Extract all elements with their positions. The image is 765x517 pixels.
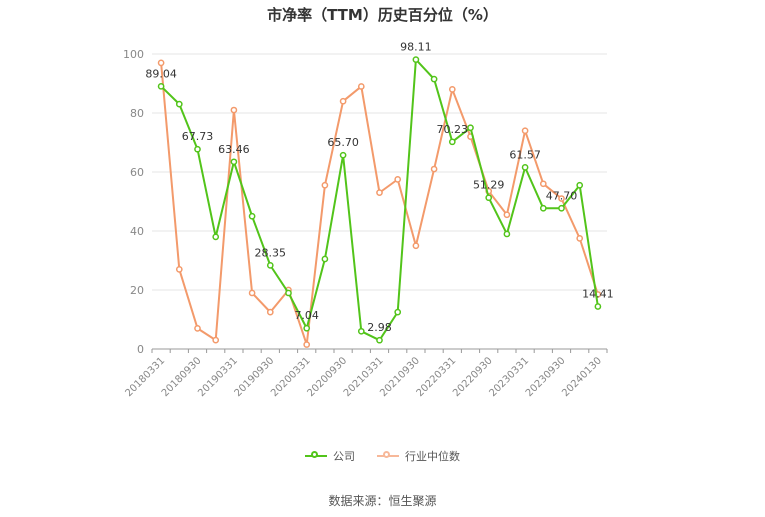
data-point-company (194, 145, 201, 153)
data-point-company (558, 204, 565, 212)
data-point-industry-median (503, 211, 511, 219)
data-point-industry-median (394, 176, 402, 183)
legend-swatch-company (305, 450, 327, 462)
y-tick-label: 100 (123, 48, 144, 61)
data-point-industry-median (230, 106, 238, 114)
y-tick-label: 40 (130, 225, 144, 238)
data-point-company (248, 212, 256, 220)
data-point-industry-median (194, 325, 201, 332)
data-point-company (448, 138, 456, 146)
data-point-company (412, 56, 420, 63)
data-point-company (539, 204, 547, 212)
data-label: 7.04 (294, 309, 319, 322)
data-label: 28.35 (255, 246, 287, 259)
y-tick-label: 20 (130, 284, 144, 297)
data-point-company (230, 158, 238, 166)
data-point-company (594, 303, 602, 310)
data-point-company (357, 327, 365, 335)
legend-item-industry-median[interactable]: 行业中位数 (377, 448, 460, 464)
data-point-industry-median (357, 83, 365, 90)
data-label: 14.41 (582, 287, 614, 300)
data-point-company (376, 336, 383, 344)
data-label: 65.70 (327, 136, 359, 149)
data-label: 51.29 (473, 179, 505, 192)
data-label: 89.04 (145, 67, 177, 80)
data-point-industry-median (558, 195, 565, 202)
data-point-company (394, 308, 402, 316)
data-point-industry-median (321, 181, 329, 189)
data-label: 2.98 (367, 321, 392, 334)
data-point-industry-median (521, 127, 529, 135)
data-point-company (430, 75, 438, 83)
data-point-industry-median (430, 165, 438, 173)
data-label: 67.73 (182, 130, 214, 143)
data-point-company (521, 164, 529, 171)
data-point-company (503, 230, 511, 238)
y-tick-label: 60 (130, 166, 144, 179)
legend-swatch-industry-median (377, 450, 399, 462)
data-point-industry-median (448, 86, 456, 93)
data-point-company (175, 100, 183, 108)
legend-item-company[interactable]: 公司 (305, 448, 355, 464)
series-line-industry-median (160, 62, 599, 346)
y-tick-label: 0 (137, 343, 144, 356)
data-point-company (303, 324, 311, 332)
x-tick-label: 20240130 (560, 355, 604, 399)
y-tick-label: 80 (130, 107, 144, 120)
data-label: 70.23 (437, 123, 469, 136)
data-point-industry-median (539, 180, 547, 188)
data-point-industry-median (412, 242, 420, 250)
data-point-industry-median (303, 341, 311, 348)
data-point-industry-median (175, 266, 183, 273)
data-label: 61.57 (509, 148, 541, 161)
legend: 公司 行业中位数 (0, 448, 765, 464)
data-label: 98.11 (400, 41, 432, 54)
data-point-company (285, 289, 292, 297)
data-point-company (485, 194, 493, 202)
data-label: 47.70 (546, 189, 578, 202)
data-point-company (339, 151, 347, 159)
data-point-industry-median (266, 308, 274, 316)
data-point-company (212, 233, 220, 241)
data-point-company (157, 82, 165, 90)
legend-label-industry-median: 行业中位数 (405, 450, 460, 463)
data-point-industry-median (576, 235, 584, 242)
data-point-company (576, 181, 584, 189)
legend-label-company: 公司 (333, 450, 355, 463)
data-label: 63.46 (218, 143, 250, 156)
data-point-industry-median (212, 336, 220, 344)
data-point-company (321, 255, 329, 263)
data-point-company (467, 124, 474, 132)
data-point-industry-median (376, 189, 383, 196)
data-source: 数据来源：恒生聚源 (328, 494, 437, 508)
line-chart: 0204060801002018033120180930201903312019… (123, 41, 614, 400)
data-point-industry-median (339, 97, 347, 105)
data-point-industry-median (248, 289, 256, 297)
chart-title: 市净率（TTM）历史百分位（%） (267, 6, 498, 24)
data-point-industry-median (157, 59, 165, 67)
data-point-company (266, 262, 274, 269)
